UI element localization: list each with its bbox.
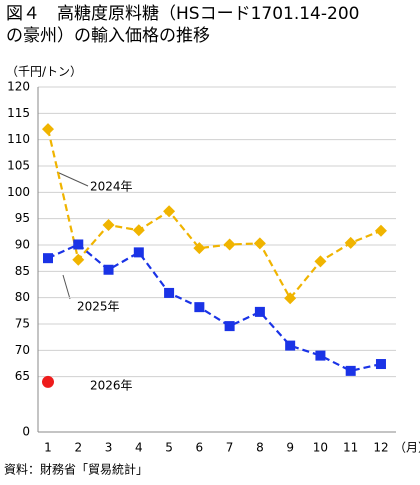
point [374,224,387,237]
x-tick-label: 10 [313,441,328,455]
y-tick-label: 90 [15,238,30,252]
point [42,375,54,388]
series-line [47,243,382,373]
point [193,242,206,255]
series-label: 2026年 [90,379,133,393]
chart-title: 図４ 高糖度原料糖（HSコード1701.14-200 [6,4,359,24]
point [224,321,235,332]
y-tick-label: 65 [15,369,30,383]
x-tick-label: 8 [256,441,264,455]
y-tick-label: 110 [7,132,30,146]
y-tick-label: 0 [22,425,30,439]
point [42,123,54,136]
x-tick-label: 2 [74,441,82,455]
leader-line [56,171,89,187]
x-tick-label: 6 [196,441,204,455]
leader-line [62,274,71,300]
point [375,359,386,370]
point [132,224,145,237]
point [72,253,85,266]
y-axis-label: （千円/トン） [6,65,82,79]
point [253,237,266,250]
point [43,253,53,264]
point [344,236,357,249]
y-tick-label: 85 [15,264,30,278]
point [345,365,356,376]
y-tick-label: 70 [15,343,30,357]
x-tick-label: 5 [165,441,173,455]
point [102,218,115,231]
x-tick-label: 1 [44,441,52,455]
y-tick-label: 100 [7,185,30,199]
point [314,255,327,268]
y-tick-label: 115 [7,106,30,120]
y-tick-label: 105 [7,159,30,173]
x-tick-label: 12 [373,441,388,455]
source: 資料：財務省「貿易統計」 [4,462,148,477]
point [284,292,297,305]
x-tick-label: 9 [286,441,294,455]
point [254,306,265,317]
y-tick-label: 75 [15,317,30,331]
y-tick-label: 120 [7,80,30,94]
series-label: 2025年 [77,300,120,314]
point [194,302,205,313]
series-line [46,128,382,301]
point [285,340,296,351]
x-tick-label: 4 [135,441,143,455]
y-tick-label: 80 [15,290,30,304]
point [133,247,144,258]
chart-title: の豪州）の輸入価格の推移 [6,25,210,46]
series-label: 2024年 [90,180,133,194]
point [163,205,176,218]
point [315,350,326,361]
y-tick-label: 95 [15,211,30,225]
point [164,287,175,298]
point [103,264,114,275]
x-tick-label: 11 [343,441,358,455]
point [223,238,236,251]
x-axis-label: （月） [394,441,420,455]
x-tick-label: 7 [226,441,234,455]
point [73,239,84,250]
x-tick-label: 3 [105,441,113,455]
